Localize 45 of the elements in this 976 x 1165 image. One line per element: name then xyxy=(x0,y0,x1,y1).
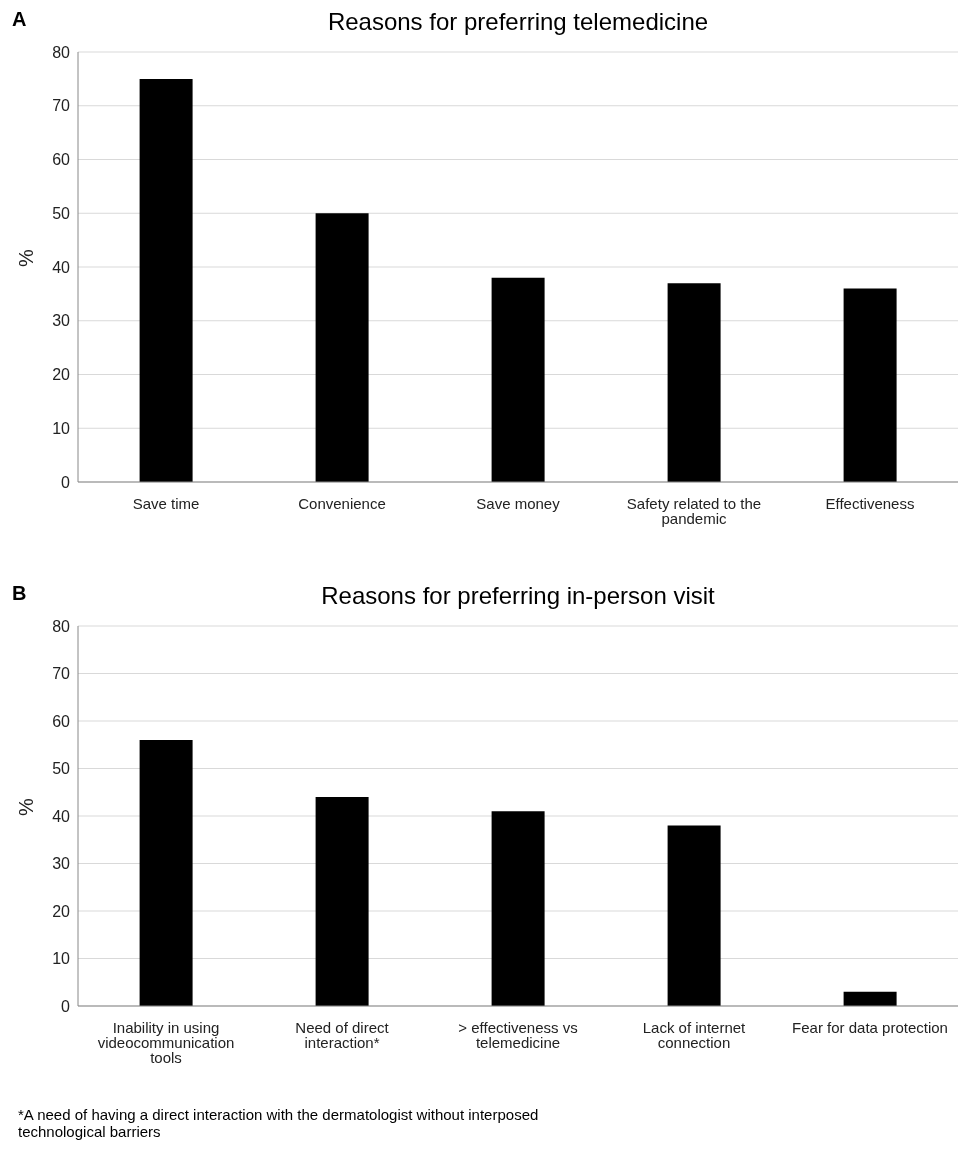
y-tick-label: 40 xyxy=(52,807,71,825)
y-tick-label: 70 xyxy=(52,665,71,683)
x-tick-label: Save time xyxy=(132,494,200,512)
y-tick-label: 10 xyxy=(52,419,71,437)
x-tick-label: Need of direct interaction* xyxy=(295,1018,390,1051)
x-tick-label: Effectiveness xyxy=(825,494,915,512)
bar xyxy=(139,78,193,482)
chart-title: Reasons for preferring telemedicine xyxy=(327,8,709,35)
y-tick-label: 70 xyxy=(52,97,71,115)
y-axis-title: % xyxy=(15,249,38,267)
y-tick-label: 80 xyxy=(52,43,71,61)
y-tick-label: 30 xyxy=(52,312,71,330)
x-tick-label: Lack of internet connection xyxy=(642,1018,747,1051)
text: B xyxy=(12,582,27,605)
bar xyxy=(491,277,545,482)
y-tick-label: 60 xyxy=(52,151,71,169)
y-tick-label: 60 xyxy=(52,712,71,730)
y-tick-label: 10 xyxy=(52,950,71,968)
text: *A need of having a direct interaction with the dermatologist without interposed technological barriers xyxy=(18,1106,540,1140)
y-tick-label: 80 xyxy=(52,617,71,635)
y-axis-title: % xyxy=(15,798,38,816)
bar xyxy=(667,825,721,1006)
chart-title: Reasons for preferring in-person visit xyxy=(321,582,715,609)
y-tick-label: 30 xyxy=(52,855,71,873)
bar xyxy=(843,991,897,1006)
y-tick-label: 40 xyxy=(52,258,71,276)
x-tick-label: Save money xyxy=(476,494,561,512)
bar xyxy=(491,811,545,1006)
x-tick-label: > effectiveness vs telemedicine xyxy=(458,1018,578,1051)
text: A xyxy=(12,8,27,31)
y-tick-label: 50 xyxy=(52,204,71,222)
y-tick-label: 0 xyxy=(61,997,71,1015)
bar xyxy=(315,797,369,1006)
y-tick-label: 50 xyxy=(52,760,71,778)
bar xyxy=(843,288,897,482)
y-tick-label: 20 xyxy=(52,366,71,384)
x-tick-label: Fear for data protection xyxy=(792,1018,948,1036)
x-tick-label: Convenience xyxy=(298,494,386,512)
bar xyxy=(315,213,369,482)
bar xyxy=(667,283,721,482)
x-tick-label: Inability in using videocommunication tools xyxy=(97,1018,235,1066)
x-tick-label: Safety related to the pandemic xyxy=(626,494,762,527)
y-tick-label: 0 xyxy=(61,473,71,491)
bar xyxy=(139,740,193,1006)
y-tick-label: 20 xyxy=(52,902,71,920)
